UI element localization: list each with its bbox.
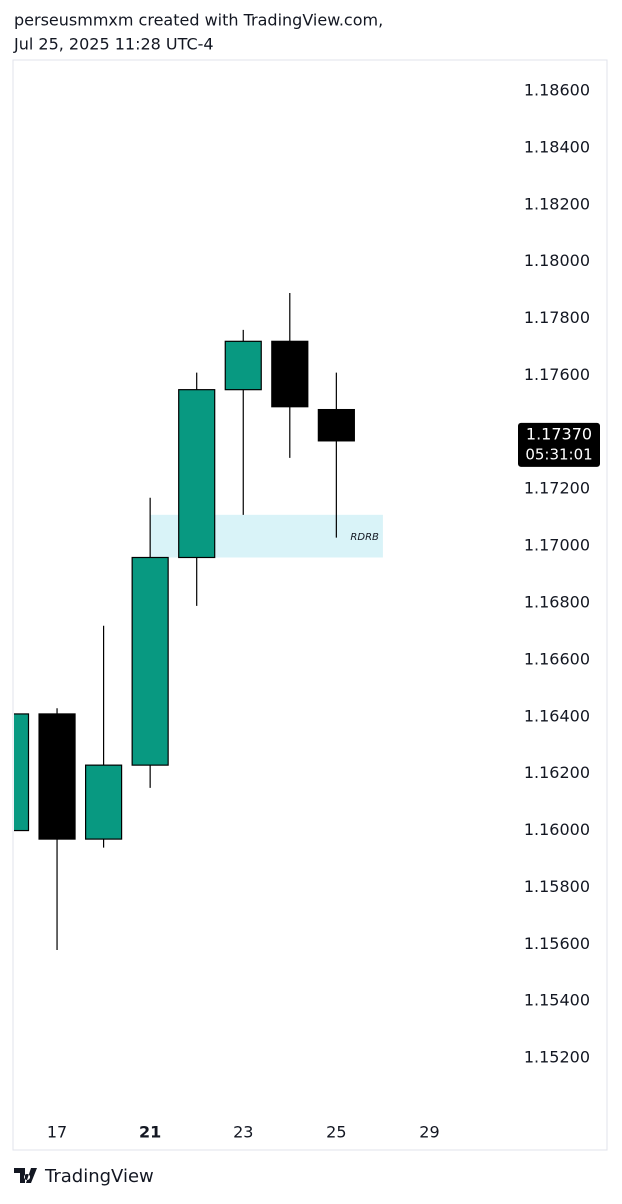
credit: perseusmmxm created with TradingView.com… (14, 11, 383, 30)
y-tick-label: 1.17600 (524, 365, 590, 384)
x-tick-label: 17 (47, 1123, 67, 1142)
countdown: 05:31:01 (525, 445, 592, 463)
price-label: 1.17370 (526, 424, 592, 443)
y-tick-label: 1.15800 (524, 877, 590, 896)
zone-label: RDRB (350, 532, 379, 543)
y-tick-label: 1.16200 (524, 763, 590, 782)
chart-frame (12, 59, 608, 1151)
candle-body (224, 340, 262, 391)
y-tick-label: 1.18400 (524, 137, 590, 156)
logo (14, 1168, 37, 1183)
candle-body (271, 340, 309, 408)
y-tick-label: 1.16600 (524, 649, 590, 668)
x-tick-label: 21 (139, 1123, 161, 1142)
y-tick-label: 1.15600 (524, 934, 590, 953)
y-tick-label: 1.17200 (524, 479, 590, 498)
price-label-bg (518, 422, 600, 467)
y-tick-label: 1.18200 (524, 194, 590, 213)
x-tick-label: 29 (419, 1123, 439, 1142)
y-tick-label: 1.16800 (524, 593, 590, 612)
candle-body (38, 713, 76, 840)
y-tick-label: 1.18600 (524, 81, 590, 100)
candle-body (178, 389, 216, 559)
x-tick-label: 23 (233, 1123, 253, 1142)
y-tick-label: 1.15200 (524, 1048, 590, 1067)
brand: TradingView (44, 1166, 154, 1187)
y-tick-label: 1.15400 (524, 991, 590, 1010)
y-tick-label: 1.18000 (524, 251, 590, 270)
candle-body (317, 408, 355, 442)
plot-area: RDRB (14, 292, 383, 951)
candle-body (131, 556, 169, 766)
candle-body (84, 764, 123, 840)
y-tick-label: 1.17800 (524, 308, 590, 327)
candle-body (14, 713, 30, 832)
timestamp: Jul 25, 2025 11:28 UTC-4 (13, 35, 214, 54)
x-tick-label: 25 (326, 1123, 346, 1142)
y-tick-label: 1.17000 (524, 536, 590, 555)
y-tick-label: 1.16400 (524, 706, 590, 725)
y-tick-label: 1.16000 (524, 820, 590, 839)
